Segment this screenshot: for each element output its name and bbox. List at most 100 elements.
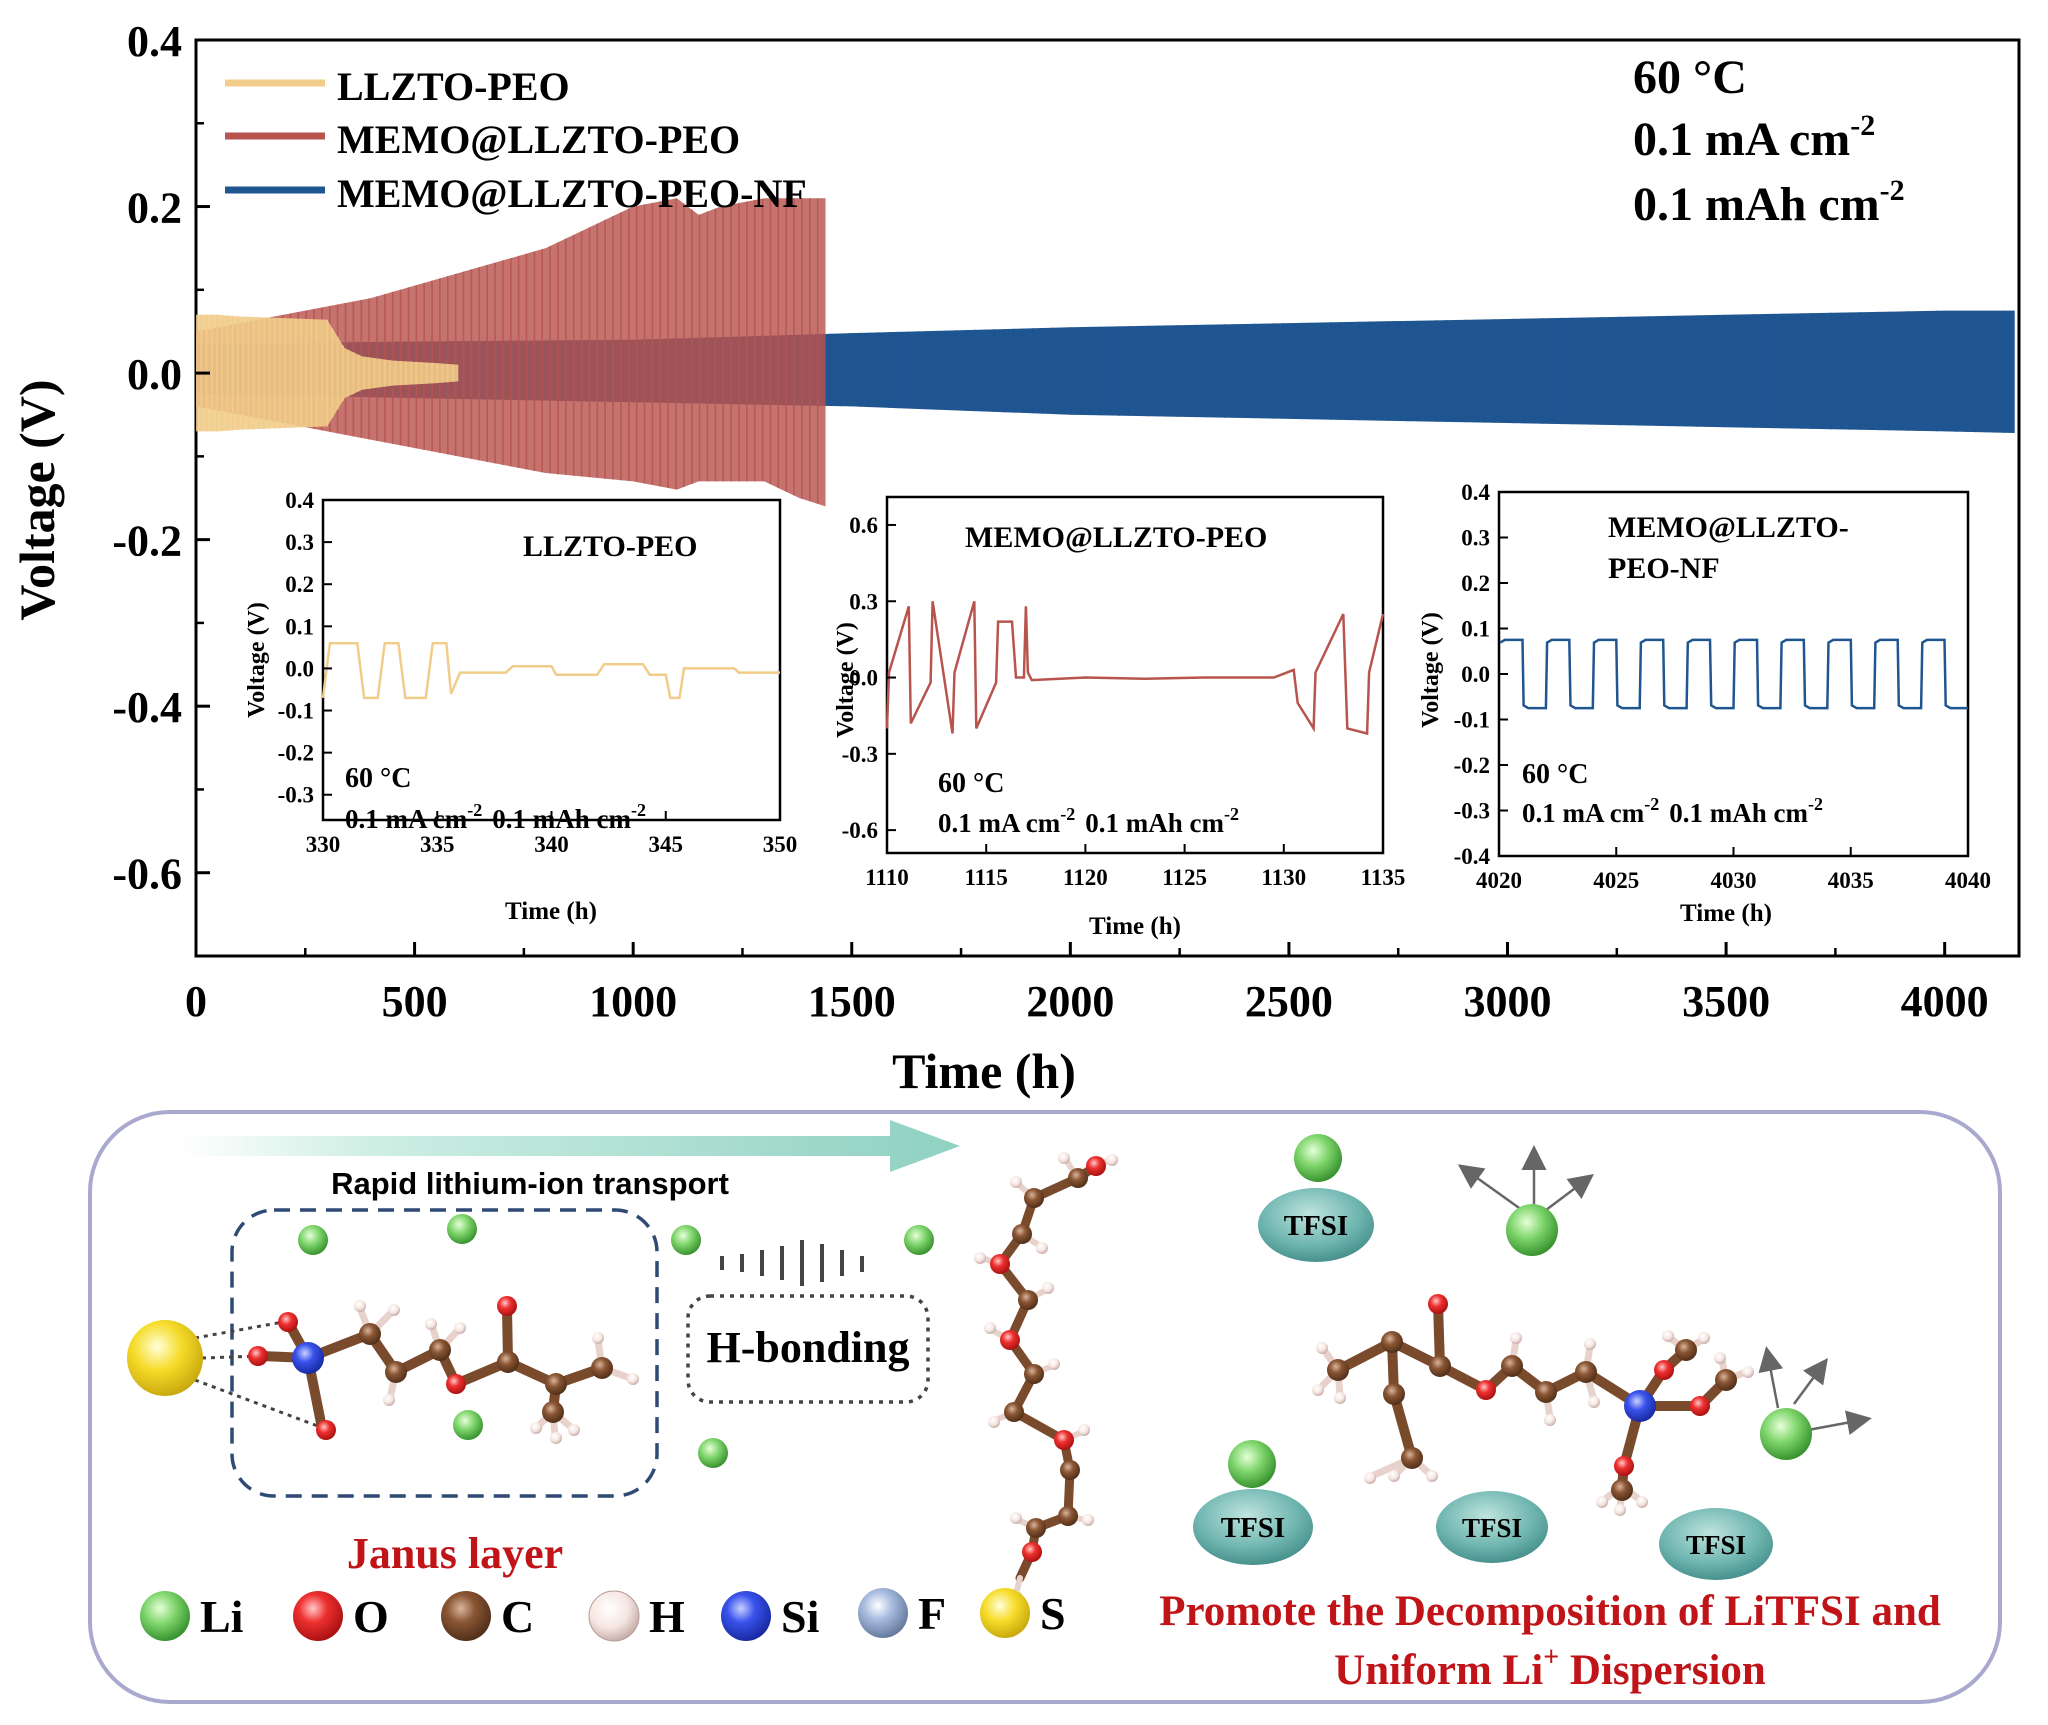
legend-label-memo-llzto-peo: MEMO@LLZTO-PEO (337, 117, 740, 162)
inset-x-tick-label: 1125 (1162, 865, 1207, 890)
h-bonding-label: H-bonding (707, 1323, 910, 1372)
atom-legend-h: H (588, 1590, 685, 1642)
atom-legend-c: C (441, 1591, 534, 1642)
main-conditions: 60 °C 0.1 mA cm-2 0.1 mAh cm-2 (1633, 51, 1905, 231)
peo-chain-atoms (974, 1152, 1118, 1602)
atom-swatch-si (721, 1591, 771, 1641)
inset-llzto-peo-axes: 330 335 340 345 350 0.4 0.3 0.2 0.1 0.0 -0.1 -0.2 -0… (278, 488, 798, 857)
atom-swatch-h (588, 1590, 640, 1642)
tfsi-label: TFSI (1284, 1210, 1348, 1242)
inset-y-tick-label: -0.3 (278, 783, 314, 808)
janus-molecule-atoms (248, 1296, 639, 1444)
inset-y-tick-label: 0.2 (285, 572, 314, 597)
legend-label-memo-llzto-peo-nf: MEMO@LLZTO-PEO-NF (337, 171, 807, 216)
inset-memo-llzto-peo-nf-ylabel: Voltage (V) (1418, 612, 1444, 728)
atom-swatch-c (441, 1591, 491, 1641)
atom-swatch-li (140, 1591, 190, 1641)
tfsi-label: TFSI (1462, 1513, 1522, 1543)
promote-caption-line2: Uniform Li+ Dispersion (1334, 1642, 1766, 1694)
janus-dashed-box (230, 1208, 659, 1498)
inset-x-tick-label: 350 (763, 832, 798, 857)
tfsi-cluster-bottom-middle: TFSI (1436, 1491, 1548, 1563)
inset-llzto-peo-conditions: 0.1 mA cm-2 0.1 mAh cm-2 (345, 800, 646, 834)
condition-current-density: 0.1 mA cm-2 (1633, 109, 1875, 166)
atom-legend: Li O C H Si F (140, 1588, 1066, 1642)
free-li-ions (298, 1214, 934, 1468)
inset-series-line-2 (1499, 638, 1968, 710)
janus-layer-label: Janus layer (347, 1529, 563, 1578)
inset-memo-llzto-peo-nf-temp: 60 °C (1522, 759, 1588, 790)
main-legend: LLZTO-PEO MEMO@LLZTO-PEO MEMO@LLZTO-PEO-… (225, 64, 807, 216)
atom-legend-s: S (980, 1588, 1066, 1639)
main-x-tick-label: 2500 (1245, 977, 1333, 1026)
tfsi-ellipse (1258, 1188, 1374, 1262)
inset-memo-llzto-peo-nf-current-sup: -2 (1644, 794, 1659, 814)
inset-x-tick-label: 330 (306, 832, 341, 857)
transport-arrow (180, 1120, 960, 1172)
promote-caption-line2-sup: + (1543, 1642, 1559, 1673)
inset-memo-llzto-peo-nf-conditions: 0.1 mA cm-2 0.1 mAh cm-2 (1522, 794, 1823, 828)
atom-swatch-o (293, 1591, 343, 1641)
atom-legend-li: Li (140, 1591, 244, 1642)
inset-x-tick-label: 345 (649, 832, 684, 857)
main-x-tick-label: 1000 (589, 977, 677, 1026)
atom-legend-f: F (858, 1588, 946, 1639)
inset-x-tick-label: 4035 (1828, 868, 1874, 893)
inset-memo-llzto-peo: 1110 1115 1120 1125 1130 1135 0.6 0.3 0.0 -0.3 -0.… (833, 495, 1406, 940)
inset-x-tick-label: 1135 (1361, 865, 1406, 890)
inset-memo-llzto-peo-nf: 4020 4025 4030 4035 4040 0.4 0.3 0.2 0.1 0.0 -0.1 -… (1418, 480, 1991, 927)
inset-llzto-peo-current-sup: -2 (467, 800, 482, 820)
inset-x-tick-label: 4020 (1476, 868, 1522, 893)
main-y-tick-label: -0.2 (112, 517, 182, 566)
atom-legend-si: Si (721, 1591, 820, 1642)
atom-label-f: F (918, 1588, 946, 1639)
inset-y-tick-label: 0.3 (1461, 526, 1490, 551)
main-y-tick-label: 0.0 (127, 350, 182, 399)
atom-label-s: S (1040, 1588, 1066, 1639)
inset-memo-llzto-peo-xlabel: Time (h) (1089, 913, 1181, 940)
inset-y-tick-label: 0.6 (849, 513, 878, 538)
inset-memo-llzto-peo-capacity: 0.1 mAh cm (1085, 808, 1224, 838)
inset-y-tick-label: 0.0 (849, 666, 878, 691)
atom-label-c: C (501, 1591, 534, 1642)
atom-label-h: H (649, 1591, 685, 1642)
inset-y-tick-label: 0.1 (1461, 617, 1490, 642)
inset-y-tick-label: 0.0 (285, 656, 314, 681)
inset-x-tick-label: 4040 (1945, 868, 1991, 893)
main-x-tick-label: 4000 (1901, 977, 1989, 1026)
inset-memo-llzto-peo-nf-capacity: 0.1 mAh cm (1669, 798, 1808, 828)
main-y-axis-label: Voltage (V) (9, 379, 65, 620)
inset-y-tick-label: 0.4 (285, 488, 314, 513)
inset-memo-llzto-peo-nf-current: 0.1 mA cm (1522, 798, 1645, 828)
promote-caption-line2-prefix: Uniform Li (1334, 1647, 1543, 1694)
s-coordination-lines (194, 1320, 324, 1430)
tfsi-label: TFSI (1221, 1512, 1285, 1544)
inset-y-tick-label: 0.3 (849, 589, 878, 614)
main-x-tick-label: 500 (382, 977, 448, 1026)
right-molecule-atoms (1312, 1294, 1754, 1516)
inset-y-tick-label: -0.6 (842, 818, 878, 843)
h-bonding-box (686, 1294, 930, 1404)
inset-memo-llzto-peo-conditions: 0.1 mA cm-2 0.1 mAh cm-2 (938, 804, 1239, 838)
main-y-tick-label: 0.2 (127, 184, 182, 233)
atom-label-o: O (353, 1591, 389, 1642)
inset-y-tick-label: -0.1 (1454, 708, 1490, 733)
inset-x-tick-label: 1130 (1261, 865, 1306, 890)
inset-y-tick-label: -0.3 (842, 742, 878, 767)
main-x-axis-label: Time (h) (892, 1043, 1076, 1099)
inset-memo-llzto-peo-frame (885, 495, 1385, 855)
inset-y-tick-label: 0.0 (1461, 662, 1490, 687)
inset-series-line-0 (321, 641, 780, 700)
inset-memo-llzto-peo-ylabel: Voltage (V) (833, 622, 859, 738)
main-x-tick-label: 3500 (1682, 977, 1770, 1026)
tfsi-cluster-bottom-right: TFSI (1659, 1508, 1773, 1580)
inset-memo-llzto-peo-title: MEMO@LLZTO-PEO (965, 521, 1267, 554)
inset-memo-llzto-peo-nf-xlabel: Time (h) (1680, 900, 1772, 927)
main-y-tick-label: -0.6 (112, 850, 182, 899)
inset-y-tick-label: -0.2 (278, 741, 314, 766)
inset-y-tick-label: -0.1 (278, 699, 314, 724)
main-y-tick-label: 0.4 (127, 17, 182, 66)
tfsi-cluster-bottom-left: TFSI (1193, 1440, 1313, 1565)
inset-memo-llzto-peo-current: 0.1 mA cm (938, 808, 1061, 838)
atom-label-si: Si (781, 1591, 820, 1642)
